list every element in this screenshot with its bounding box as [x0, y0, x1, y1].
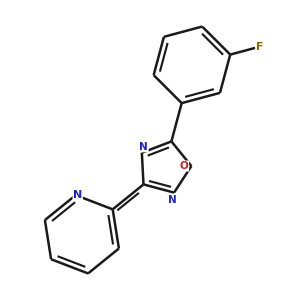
- Text: O: O: [180, 161, 189, 171]
- Text: N: N: [168, 195, 176, 205]
- Text: F: F: [256, 42, 263, 52]
- Text: N: N: [73, 190, 82, 200]
- Text: N: N: [140, 142, 148, 152]
